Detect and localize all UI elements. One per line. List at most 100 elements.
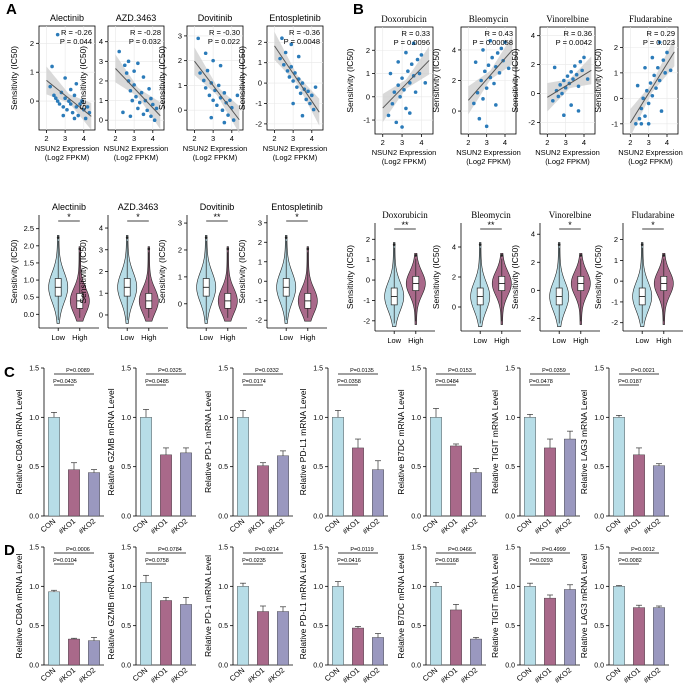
scatter-point <box>136 61 140 66</box>
y-tick-label: 1.5 <box>313 366 323 373</box>
y-tick-label: 2 <box>452 273 456 282</box>
scatter-point <box>569 70 573 74</box>
x-tick-label: #KO2 <box>266 517 286 536</box>
y-tick-label: 1 <box>178 81 182 90</box>
y-tick-label: 0.0 <box>505 514 515 521</box>
scatter-point <box>311 107 316 112</box>
scatter-point <box>72 116 77 121</box>
outlier-point <box>306 247 310 251</box>
x-axis-label: (Log2 FPKM) <box>273 153 318 162</box>
scatter-point <box>278 56 282 61</box>
regression-line <box>629 51 675 124</box>
y-tick-label: 2 <box>452 76 456 85</box>
scatter-point <box>141 75 146 79</box>
outlier-point <box>500 254 504 257</box>
scatter-point <box>639 106 644 111</box>
x-tick-label: #KO2 <box>77 666 97 685</box>
scatter-point <box>479 78 483 83</box>
x-tick-label: CON <box>323 517 342 535</box>
outlier-point <box>147 247 151 251</box>
scatter-point <box>472 101 476 106</box>
y-tick-label: 1 <box>99 96 103 105</box>
bar-ko2 <box>653 465 665 517</box>
y-tick-label: 0 <box>366 276 370 285</box>
scatter-point <box>136 106 140 111</box>
scatter-point <box>196 36 200 41</box>
scatter-point <box>413 90 418 94</box>
scatter-point <box>659 109 664 113</box>
x-tick-label: CON <box>604 517 623 535</box>
y-axis-label: Sensitivity (IC50) <box>593 48 603 112</box>
y-axis-label: Sensitivity (IC50) <box>345 245 355 309</box>
p-value-outer: P=0.0006 <box>66 547 90 553</box>
y-tick-label: 1 <box>366 255 370 264</box>
bar-ko2 <box>277 455 289 517</box>
y-tick-label: 3 <box>99 245 103 254</box>
p-value-inner: P=0.0416 <box>337 558 361 564</box>
y-tick-label: -2 <box>528 314 535 323</box>
scatter-title: Alectinib <box>50 13 84 23</box>
scatter-point <box>137 100 142 105</box>
scatter-point <box>406 69 410 73</box>
scatter-point <box>398 94 402 99</box>
y-tick-label: 2 <box>366 235 370 244</box>
y-tick-label: 4 <box>99 37 103 46</box>
scatter-point <box>481 97 485 101</box>
p-value: P = 0.023 <box>643 38 675 47</box>
x-tick-label: CON <box>515 517 534 535</box>
scatter-point <box>656 65 660 70</box>
y-tick-label: 0 <box>258 79 262 88</box>
outlier-point <box>478 243 482 246</box>
bar-ko1 <box>633 607 645 666</box>
scatter-point <box>54 96 58 101</box>
x-tick-label: 3 <box>63 134 67 143</box>
y-axis-label: Sensitivity (IC50) <box>9 239 19 303</box>
x-axis-label: NSUN2 Expression <box>183 144 248 153</box>
significance-mark: * <box>67 212 71 222</box>
y-tick-label: 0 <box>258 277 262 286</box>
bar-ko2 <box>88 640 100 666</box>
y-tick-label: 0.5 <box>121 464 131 471</box>
scatter-point <box>392 90 397 94</box>
y-tick-label: 0 <box>99 116 103 125</box>
y-tick-label: 0.0 <box>313 514 323 521</box>
bar-ko1 <box>68 638 80 666</box>
p-value-inner: P=0.0082 <box>618 558 642 564</box>
x-tick-label: High <box>408 336 423 345</box>
x-axis-label: NSUN2 Expression <box>104 144 169 153</box>
y-tick-label: 0 <box>531 89 535 98</box>
p-value-inner: P=0.0358 <box>337 379 361 385</box>
r-value: R = 0.43 <box>484 29 513 38</box>
y-tick-label: 1.5 <box>505 545 515 552</box>
x-tick-label: #KO1 <box>341 666 361 685</box>
outlier-point <box>662 254 666 257</box>
bar-con <box>140 582 152 666</box>
y-tick-label: -2 <box>255 316 262 325</box>
p-value-outer: P=0.0784 <box>158 547 182 553</box>
regression-line <box>46 80 92 117</box>
p-value-outer: P=0.0012 <box>631 547 655 553</box>
y-tick-label: 1.0 <box>121 584 131 591</box>
regression-line <box>274 45 320 113</box>
scatter-point <box>637 116 642 121</box>
scatter-point <box>569 103 573 107</box>
y-tick-label: 0.0 <box>313 663 323 670</box>
x-tick-label: #KO2 <box>169 517 189 536</box>
scatter-point <box>580 68 584 73</box>
y-tick-label: 1.5 <box>121 366 131 373</box>
scatter-point <box>475 90 480 95</box>
x-tick-label: #KO2 <box>169 666 189 685</box>
x-tick-label: 2 <box>272 134 276 143</box>
scatter-point <box>220 108 225 112</box>
regression-line <box>467 49 513 101</box>
scatter-point <box>207 93 212 98</box>
x-axis-label: NSUN2 Expression <box>372 148 437 157</box>
x-tick-label: #KO1 <box>57 517 77 536</box>
scatter-point <box>205 68 210 73</box>
scatter-point <box>408 111 412 115</box>
x-tick-label: #KO2 <box>361 666 381 685</box>
y-axis-label: Sensitivity (IC50) <box>157 239 167 303</box>
x-tick-label: CON <box>228 517 247 535</box>
p-value-outer: P=0.0332 <box>255 368 279 374</box>
scatter-title: Entospletinib <box>269 13 321 23</box>
